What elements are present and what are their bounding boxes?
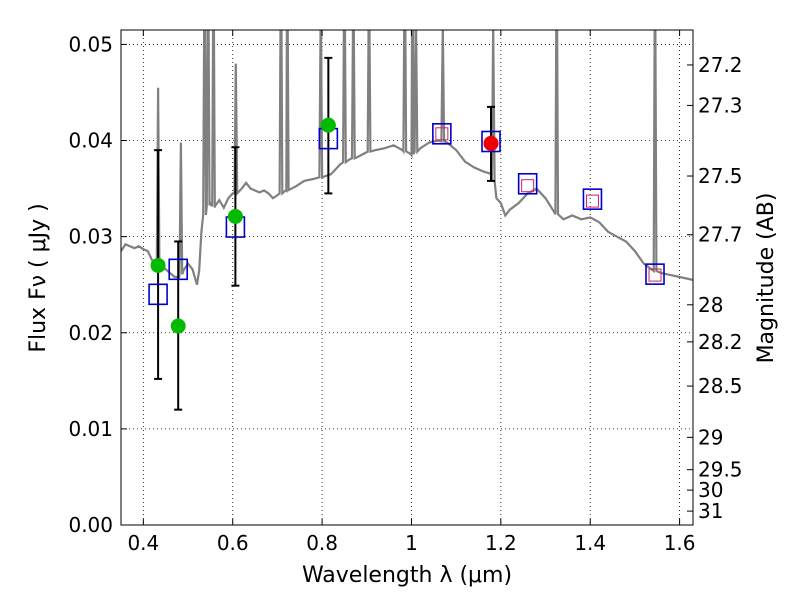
- model-point-square: [168, 258, 188, 281]
- x-tick-label: 1.4: [574, 531, 606, 555]
- observed-point-circle: [227, 208, 243, 224]
- x-axis-label: Wavelength λ (μm): [302, 563, 512, 588]
- magnitude-tick-label: 29: [698, 425, 723, 449]
- x-tick-label: 0.8: [306, 531, 338, 555]
- x-axis-ticks: 0.4 0.6 0.8 1 1.2 1.4 1.6: [127, 30, 696, 555]
- y-tick-label: 0.04: [68, 129, 113, 153]
- observed-point-circle: [483, 135, 499, 151]
- x-tick-label: 1: [405, 531, 418, 555]
- magnitude-tick-label: 27.2: [698, 53, 743, 77]
- y-tick-label: 0.01: [68, 417, 113, 441]
- magnitude-axis-label: Magnitude (AB): [754, 193, 779, 364]
- y-tick-label: 0.02: [68, 321, 113, 345]
- magnitude-tick-label: 27.7: [698, 223, 743, 247]
- y-axis-ticks: 0.00 0.01 0.02 0.03 0.04 0.05: [68, 32, 127, 537]
- magnitude-tick-label: 28: [698, 293, 723, 317]
- grid-lines: [121, 30, 693, 525]
- observed-point-inner-square: [521, 179, 535, 193]
- model-point-square: [645, 263, 665, 285]
- magnitude-tick-label: 27.5: [698, 164, 743, 188]
- magnitude-tick-label: 31: [698, 499, 723, 523]
- observed-point-circle: [320, 117, 336, 133]
- plot-area: [121, 30, 693, 411]
- model-point-square: [148, 283, 168, 306]
- y-tick-label: 0.03: [68, 225, 113, 249]
- magnitude-tick-label: 30: [698, 478, 723, 502]
- x-tick-label: 0.4: [127, 531, 159, 555]
- observed-point-inner-square: [648, 268, 662, 282]
- model-point-square: [481, 130, 501, 153]
- spectrum-series: [121, 30, 693, 286]
- marker-series: [148, 56, 665, 411]
- observed-point-inner-square: [585, 194, 599, 208]
- model-point-square: [432, 123, 452, 145]
- spectrum-line: [121, 30, 693, 286]
- magnitude-tick-label: 28.5: [698, 374, 743, 398]
- plot-frame: [120, 29, 694, 526]
- observed-point-circle: [170, 318, 186, 334]
- magnitude-tick-label: 29.5: [698, 458, 743, 482]
- x-tick-label: 0.6: [217, 531, 249, 555]
- x-tick-label: 1.6: [664, 531, 696, 555]
- x-tick-label: 1.2: [485, 531, 517, 555]
- magnitude-tick-label: 28.2: [698, 330, 743, 354]
- magnitude-tick-label: 27.3: [698, 93, 743, 117]
- observed-point-circle: [150, 257, 166, 273]
- y-tick-label: 0.05: [68, 32, 113, 56]
- observed-point-inner-square: [435, 127, 449, 141]
- y-axis-label: Flux Fν ( μJy ): [26, 203, 51, 352]
- model-point-square: [582, 188, 603, 210]
- y-tick-label: 0.00: [68, 513, 113, 537]
- model-point-square: [517, 172, 538, 195]
